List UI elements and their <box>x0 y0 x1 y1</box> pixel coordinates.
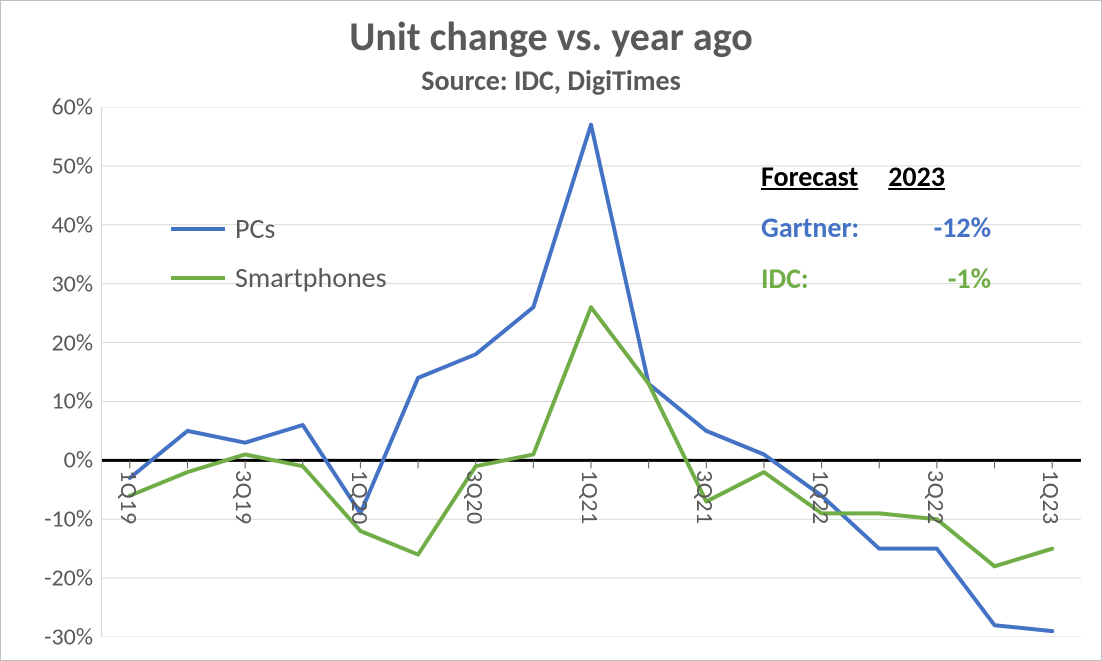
x-tick-label: 1Q23 <box>1036 470 1065 525</box>
y-tick-label: 50% <box>52 151 93 180</box>
y-tick-label: 60% <box>52 93 93 122</box>
x-tick-label: 1Q22 <box>806 470 835 525</box>
chart-title: Unit change vs. year ago <box>1 15 1101 59</box>
legend-item: Smartphones <box>171 260 387 295</box>
forecast-row: IDC: -1% <box>761 261 991 296</box>
forecast-value: -1% <box>921 261 991 296</box>
forecast-name: Gartner: <box>761 210 891 245</box>
forecast-header: Forecast 2023 <box>761 159 991 194</box>
x-tick-label: 3Q22 <box>921 470 950 525</box>
forecast-box: Forecast 2023 Gartner: -12% IDC: -1% <box>761 159 991 296</box>
x-tick-label: 3Q21 <box>690 470 719 525</box>
legend-label: PCs <box>235 211 275 246</box>
y-tick-label: -10% <box>44 505 93 534</box>
y-tick-label: 0% <box>64 446 93 475</box>
chart-container: Unit change vs. year ago Source: IDC, Di… <box>0 0 1102 661</box>
y-tick-label: 30% <box>52 269 93 298</box>
forecast-header-right: 2023 <box>888 159 945 194</box>
legend-swatch <box>171 276 225 280</box>
chart-subtitle: Source: IDC, DigiTimes <box>1 63 1101 98</box>
y-tick-label: -30% <box>44 623 93 652</box>
x-tick-label: 3Q19 <box>229 470 258 525</box>
x-tick-label: 1Q20 <box>345 470 374 525</box>
y-tick-label: -20% <box>44 564 93 593</box>
forecast-row: Gartner: -12% <box>761 210 991 245</box>
y-tick-label: 20% <box>52 328 93 357</box>
x-tick-label: 1Q21 <box>575 470 604 525</box>
y-tick-label: 40% <box>52 210 93 239</box>
y-tick-label: 10% <box>52 387 93 416</box>
forecast-header-left: Forecast <box>761 159 858 194</box>
x-tick-label: 3Q20 <box>460 470 489 525</box>
legend: PCs Smartphones <box>171 211 387 309</box>
legend-label: Smartphones <box>235 260 387 295</box>
legend-item: PCs <box>171 211 387 246</box>
forecast-name: IDC: <box>761 261 891 296</box>
forecast-value: -12% <box>921 210 991 245</box>
legend-swatch <box>171 227 225 231</box>
x-tick-label: 1Q19 <box>114 470 143 525</box>
